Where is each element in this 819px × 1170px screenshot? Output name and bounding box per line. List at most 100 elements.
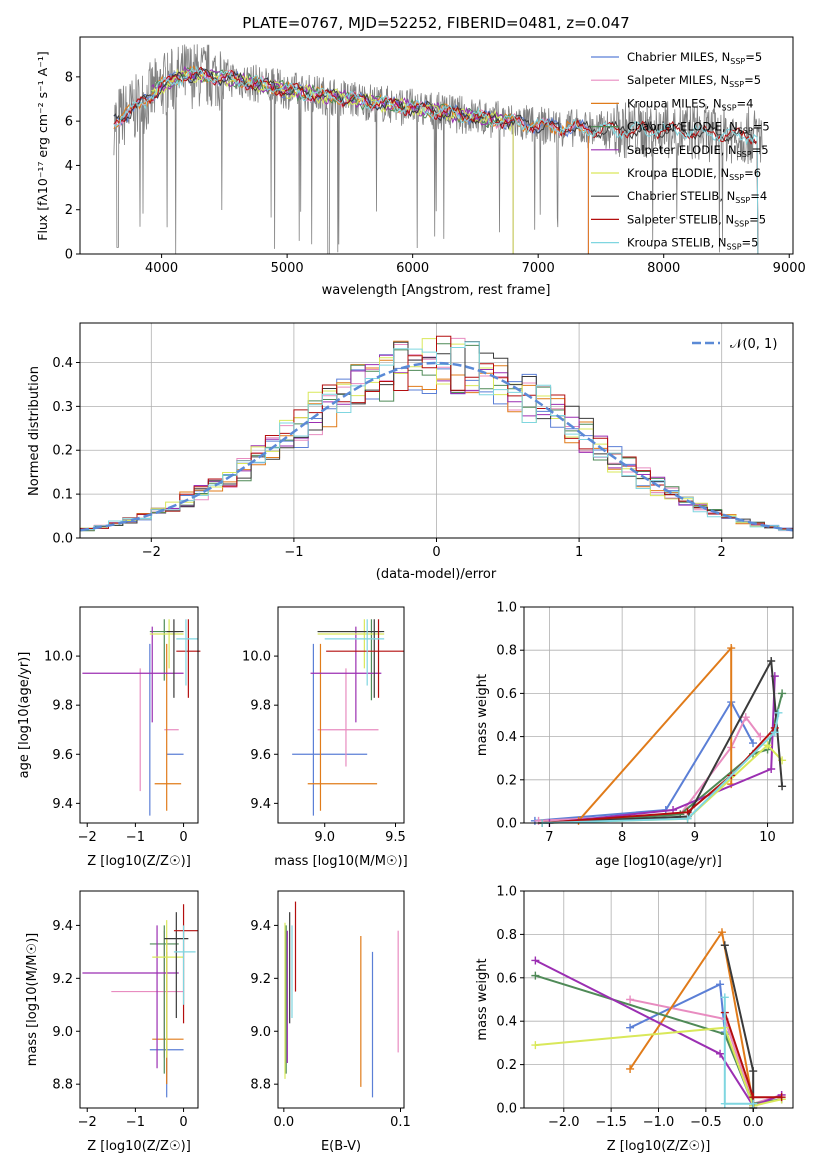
y-tick-label: 2 [65,203,73,218]
weight-marker [767,765,776,773]
weight-marker [720,1099,729,1108]
x-tick-label: −2 [78,830,97,845]
legend-subscript: SSP [729,173,744,182]
data-spectrum-line [113,44,763,254]
y-tick-label: 9.2 [250,972,271,987]
x-tick-label: 1 [575,545,583,560]
axes-frame [79,890,199,1109]
legend-value: =5 [749,212,766,226]
x-tick-label: 0 [179,1115,187,1130]
x-axis-label: Z [log10(Z/Z☉)] [607,1139,711,1154]
x-tick-label: 9000 [773,261,806,276]
weight-marker [727,644,736,653]
weight-marker [720,993,729,1002]
legend-label: Kroupa STELIB, NSSP=5 [627,236,758,252]
y-tick-label: 9.4 [250,797,271,812]
x-tick-label: −1 [126,830,145,845]
x-tick-label: −1 [284,545,303,560]
x-tick-label: −2.0 [548,1115,580,1130]
y-tick-label: 8 [65,70,73,85]
weight-marker [763,741,772,750]
weight-series-line [549,676,776,824]
legend-value: =5 [752,143,769,157]
weight-marker [720,941,729,950]
x-tick-label: 10 [759,830,776,845]
x-tick-label: −2 [142,545,161,560]
y-tick-label: 0.8 [496,928,517,943]
legend-value: =5 [753,120,770,134]
residuals-axes: −2 −1 0 1 2 0.0 0.1 0.2 0.3 0.4 (data-model)/error… [27,322,794,582]
weight-marker [756,732,765,741]
y-axis-label: age [log10(age/yr)] [17,652,32,779]
x-tick-label: 9 [691,830,699,845]
weight-series-line [534,959,782,1108]
x-axis-label: Z [log10(Z/Z☉)] [87,1139,191,1154]
legend-subscript: SSP [738,127,753,136]
y-tick-label: 9.0 [250,1025,271,1040]
x-tick-label: 5000 [271,261,304,276]
x-axis-label: E(B-V) [321,1139,361,1154]
weight-marker [778,689,787,698]
age_vs_mass-axes: 9.0 9.5 9.4 9.6 10.0 9.8 mass [log10(M/M☉)] [242,606,408,869]
y-tick-label: 9.4 [52,797,73,812]
y-axis-label: mass weight [475,958,490,1040]
y-axis-label: mass weight [475,674,490,756]
legend-label: Kroupa ELODIE, NSSP=6 [627,166,761,182]
legend-label: Chabrier MILES, NSSP=5 [627,50,762,66]
legend-subscript: SSP [722,103,737,112]
weight-series-line [535,1026,782,1107]
legend-subscript: SSP [727,243,742,252]
y-tick-label: 8.8 [250,1078,271,1093]
y-tick-label: 9.8 [52,699,73,714]
x-tick-label: 0.0 [743,1115,764,1130]
axes-frame [277,890,405,1109]
legend-label: Salpeter STELIB, NSSP=5 [627,212,766,228]
weight-marker [716,1049,725,1058]
weight-marker [717,928,726,937]
model-spectrum-line [113,66,759,254]
y-tick-label: 0.0 [496,1102,517,1117]
y-tick-label: 9.4 [250,919,271,934]
model-spectrum-line [113,65,759,254]
legend-subscript: SSP [729,80,744,89]
y-tick-label: 0.8 [496,644,517,659]
age_vs_Z-axes: −2 −1 0 9.4 9.6 9.8 10.0 Z [log10(Z/Z☉)] age [lo… [17,606,201,869]
weight-marker [626,1064,635,1073]
legend-subscript: SSP [737,150,752,159]
legend-subscript: SSP [735,196,750,205]
weight-series-line [542,657,784,824]
y-tick-label: 0 [65,248,73,263]
x-tick-label: 7 [545,830,553,845]
figure-title: PLATE=0767, MJD=52252, FIBERID=0481, z=0… [242,14,629,32]
y-tick-label: 10.0 [242,650,271,665]
y-tick-label: 9.6 [52,748,73,763]
legend-label: Salpeter MILES, NSSP=5 [627,73,761,89]
weight-marker [741,713,750,722]
weight-marker [626,1023,635,1032]
x-tick-label: 0.0 [273,1115,294,1130]
x-axis-label: Z [log10(Z/Z☉)] [87,854,191,869]
y-tick-label: 4 [65,159,73,174]
y-tick-label: 0.4 [496,730,517,745]
y-tick-label: 0.3 [52,400,73,415]
y-tick-label: 9.4 [52,919,73,934]
x-tick-label: 0.1 [390,1115,411,1130]
mass_vs_Z-axes: −2 −1 0 8.8 9.0 9.2 9.4 Z [log10(Z/Z☉)] mass [lo… [25,890,199,1154]
legend-subscript: SSP [730,57,745,66]
y-tick-label: 10.0 [44,650,73,665]
y-tick-label: 0.0 [52,532,73,547]
y-tick-label: 9.2 [52,972,73,987]
y-tick-label: 9.8 [250,699,271,714]
y-tick-label: 8.8 [52,1078,73,1093]
model-spectrum-line [113,68,759,254]
weight-marker [716,980,725,989]
x-tick-label: −2 [78,1115,97,1130]
legend-label: Chabrier ELODIE, NSSP=5 [627,120,770,136]
weight-marker [749,1099,758,1108]
weight-marker [778,782,787,791]
y-axis-label: Normed distribution [27,366,42,496]
weight-marker [531,956,540,965]
y-tick-label: 9.6 [250,748,271,763]
weight-marker [749,739,758,748]
